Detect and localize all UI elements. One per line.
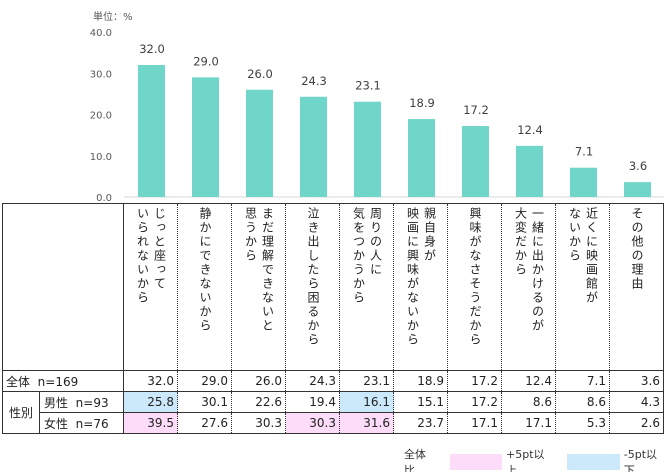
legend-minus-label: -5pt以下 (623, 448, 658, 472)
value-cell: 25.8 (123, 391, 178, 413)
data-label: 29.0 (193, 54, 219, 68)
value-cell: 29.0 (177, 370, 232, 392)
data-label: 23.1 (355, 79, 381, 93)
row-label: 男性 n=93 (39, 391, 124, 413)
category-label: 静かにできないから (198, 207, 212, 333)
row-label: 全体 n=169 (2, 370, 124, 392)
header-row: じっと座って いられないから 静かにできないから まだ理解できないと 思うから 泣き出… (2, 203, 664, 371)
bar (624, 182, 651, 197)
category-label: 興味がなさそうだから (468, 207, 482, 347)
y-tick-label: 30.0 (90, 69, 112, 80)
value-cell: 5.3 (555, 412, 610, 434)
data-label: 26.0 (247, 67, 273, 81)
value-cell: 23.1 (339, 370, 394, 392)
value-cell: 8.6 (501, 391, 556, 413)
category-label: その他の理由 (630, 207, 644, 291)
category-label: 近くに映画館が ないから (567, 207, 599, 305)
data-label: 18.9 (409, 96, 435, 110)
value-cell: 30.3 (231, 412, 286, 434)
legend-minus-swatch (567, 454, 620, 470)
value-cell: 4.3 (609, 391, 664, 413)
y-tick-label: 0.0 (96, 193, 112, 203)
category-label: まだ理解できないと 思うから (243, 207, 275, 333)
bar (138, 65, 165, 197)
category-header: 親自身が 映画に興味がないから (393, 203, 448, 371)
bar (570, 167, 597, 197)
bar (354, 101, 381, 197)
bar (300, 96, 327, 197)
data-label: 24.3 (301, 74, 327, 88)
value-cell: 24.3 (285, 370, 340, 392)
value-cell: 8.6 (555, 391, 610, 413)
y-tick-label: 10.0 (90, 152, 112, 163)
data-label: 12.4 (517, 123, 543, 137)
value-cell: 17.1 (501, 412, 556, 434)
category-header: 近くに映画館が ないから (555, 203, 610, 371)
value-cell: 39.5 (123, 412, 178, 434)
legend-plus-label: +5pt以上 (506, 448, 545, 472)
value-cell: 26.0 (231, 370, 286, 392)
value-cell: 2.6 (609, 412, 664, 434)
category-header: 興味がなさそうだから (447, 203, 502, 371)
value-cell: 3.6 (609, 370, 664, 392)
row-label: 女性 n=76 (39, 412, 124, 434)
value-cell: 15.1 (393, 391, 448, 413)
y-tick-label: 40.0 (90, 28, 112, 39)
value-cell: 31.6 (339, 412, 394, 434)
category-label: 親自身が 映画に興味がないから (405, 207, 437, 347)
category-header: その他の理由 (609, 203, 664, 371)
category-header: 周りの人に 気をつかうから (339, 203, 394, 371)
bar (462, 126, 489, 197)
bar (408, 119, 435, 197)
group-label: 性別 (2, 391, 40, 434)
legend-plus-swatch (449, 454, 502, 470)
value-cell: 17.2 (447, 370, 502, 392)
category-header: 一緒に出かけるのが 大変だから (501, 203, 556, 371)
value-cell: 7.1 (555, 370, 610, 392)
value-cell: 17.2 (447, 391, 502, 413)
value-cell: 32.0 (123, 370, 178, 392)
value-cell: 16.1 (339, 391, 394, 413)
table-row: 性別 男性 n=93 25.8 30.1 22.6 19.4 16.1 15.1 17.2 8.6… (2, 391, 664, 434)
category-label: じっと座って いられないから (135, 207, 167, 305)
data-label: 32.0 (139, 42, 165, 56)
data-label: 3.6 (629, 159, 647, 173)
value-cell: 30.3 (285, 412, 340, 434)
table-row: 全体 n=169 32.0 29.0 26.0 24.3 23.1 18.9 17.2 12.4… (2, 370, 664, 392)
bar (192, 77, 219, 197)
y-tick-label: 20.0 (90, 111, 112, 122)
value-cell: 19.4 (285, 391, 340, 413)
value-cell: 18.9 (393, 370, 448, 392)
legend-title: 全体比 (404, 448, 426, 472)
category-header: 静かにできないから (177, 203, 232, 371)
value-cell: 30.1 (177, 391, 232, 413)
value-cell: 22.6 (231, 391, 286, 413)
category-header: じっと座って いられないから (123, 203, 178, 371)
corner-cell (2, 203, 124, 371)
value-cell: 17.1 (447, 412, 502, 434)
data-table: じっと座って いられないから 静かにできないから まだ理解できないと 思うから 泣き出… (2, 203, 664, 434)
bar-chart: 0.0 10.0 20.0 30.0 40.0 32.0 29.0 26.0 24.3 23.1 1… (90, 28, 664, 203)
bar (246, 89, 273, 197)
category-label: 一緒に出かけるのが 大変だから (513, 207, 545, 333)
category-label: 泣き出したら困るから (306, 207, 320, 347)
value-cell: 12.4 (501, 370, 556, 392)
value-cell: 23.7 (393, 412, 448, 434)
category-header: まだ理解できないと 思うから (231, 203, 286, 371)
category-label: 周りの人に 気をつかうから (351, 207, 383, 305)
bar (516, 145, 543, 197)
unit-label: 単位：% (93, 12, 133, 23)
table-row: 女性 n=76 39.5 27.6 30.3 30.3 31.6 23.7 17.1 17.1 5… (2, 412, 664, 434)
category-header: 泣き出したら困るから (285, 203, 340, 371)
data-label: 17.2 (463, 103, 489, 117)
data-label: 7.1 (575, 145, 593, 159)
value-cell: 27.6 (177, 412, 232, 434)
legend: 全体比 +5pt以上 -5pt以下 (404, 446, 666, 472)
